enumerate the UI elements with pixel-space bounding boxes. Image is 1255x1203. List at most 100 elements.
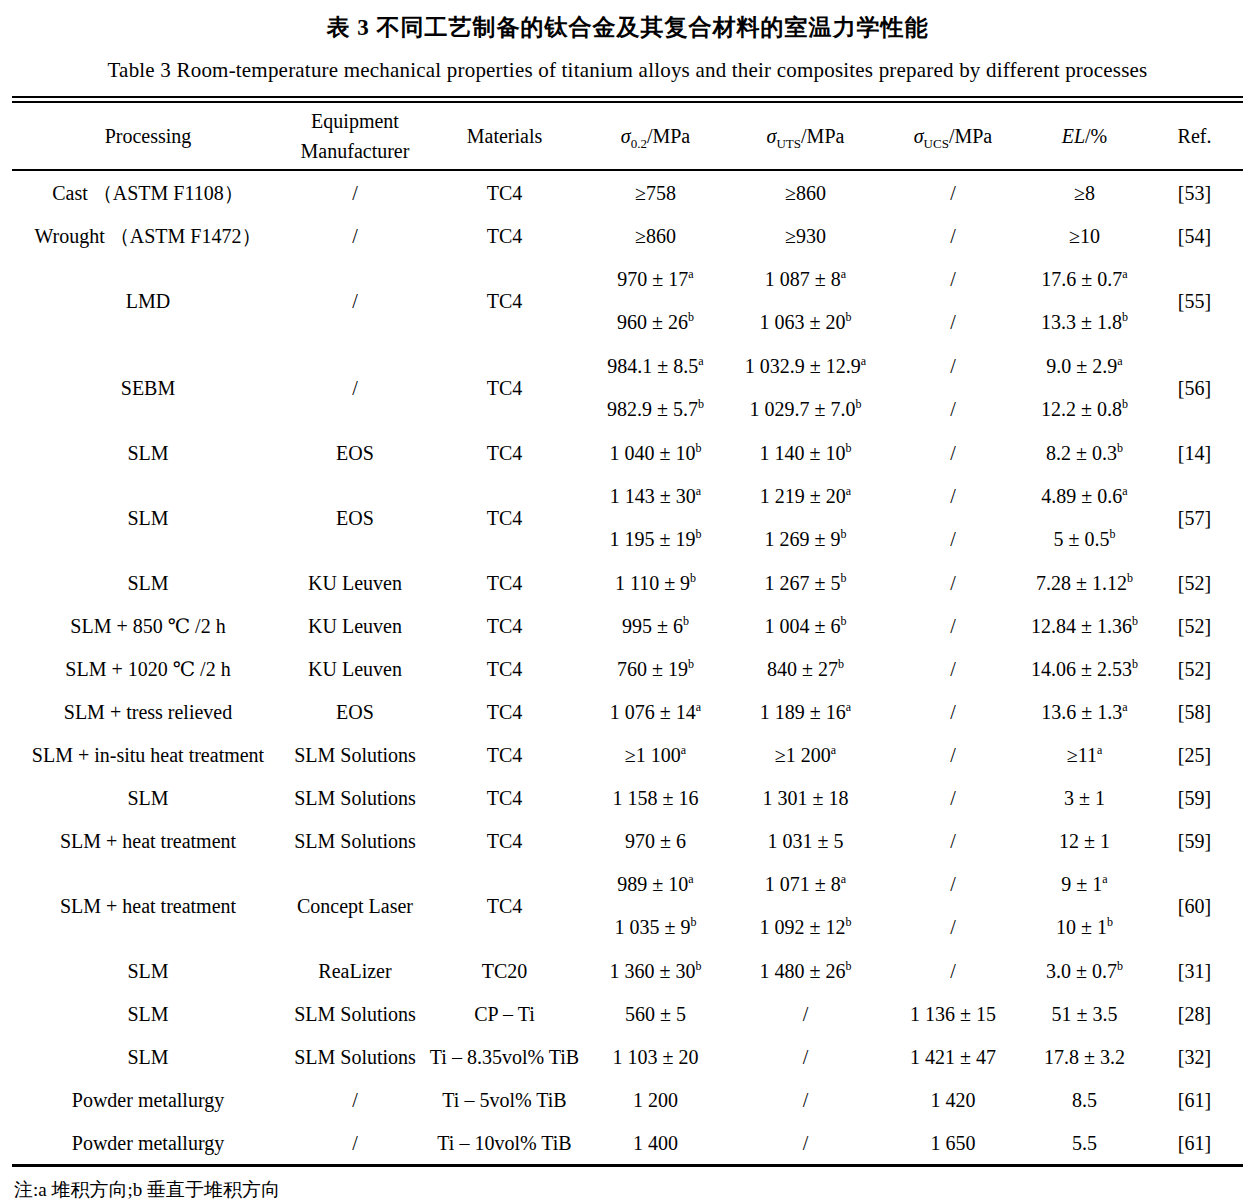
sigma-uts-cell: / — [728, 992, 883, 1035]
cell-value: [31] — [1146, 961, 1243, 981]
direction-superscript: b — [1109, 528, 1115, 542]
cell-value: TC4 — [426, 702, 583, 722]
sigma-uts-cell: 1 071 ± 8a1 092 ± 12b — [728, 862, 883, 949]
direction-superscript: b — [845, 311, 851, 325]
elongation-cell: 17.6 ± 0.7a13.3 ± 1.8b — [1023, 257, 1146, 344]
processing-cell: LMD — [12, 257, 284, 344]
cell-value: 760 ± 19b — [583, 659, 728, 679]
cell-value: TC4 — [426, 896, 583, 916]
cell-value: 12.84 ± 1.36b — [1023, 616, 1146, 636]
processing-cell: SLM — [12, 1035, 284, 1078]
table-row: Powder metallurgy/Ti – 10vol% TiB1 400/1… — [12, 1121, 1243, 1166]
cell-value: 840 ± 27b — [728, 659, 883, 679]
processing-cell: SLM — [12, 474, 284, 561]
cell-value: Powder metallurgy — [12, 1133, 284, 1153]
cell-value: 8.2 ± 0.3b — [1023, 443, 1146, 463]
col-header-materials: Materials — [426, 100, 583, 171]
elongation-symbol: EL — [1062, 125, 1085, 147]
manufacturer-cell: / — [284, 1078, 426, 1121]
sigma-ucs-cell: 1 650 — [883, 1121, 1023, 1166]
sigma-0-2-cell: 989 ± 10a1 035 ± 9b — [583, 862, 728, 949]
cell-value: KU Leuven — [284, 616, 426, 636]
cell-value: SLM Solutions — [284, 831, 426, 851]
cell-value: SLM + heat treatment — [12, 896, 284, 916]
sigma-0-2-cell: ≥758 — [583, 170, 728, 214]
cell-value: TC4 — [426, 788, 583, 808]
cell-value: [57] — [1146, 508, 1243, 528]
cell-value: 1 189 ± 16a — [728, 702, 883, 722]
ref-cell: [59] — [1146, 776, 1243, 819]
sigma-uts-unit: /MPa — [801, 125, 844, 147]
cell-value: 1 269 ± 9b — [728, 529, 883, 549]
cell-value: TC4 — [426, 573, 583, 593]
cell-value: 1 103 ± 20 — [583, 1047, 728, 1067]
cell-value: SEBM — [12, 378, 284, 398]
processing-cell: Cast （ASTM F1108） — [12, 170, 284, 214]
elongation-cell: 51 ± 3.5 — [1023, 992, 1146, 1035]
cell-value: 1 136 ± 15 — [883, 1004, 1023, 1024]
cell-value: SLM — [12, 961, 284, 981]
sigma-uts-cell: 1 004 ± 6b — [728, 604, 883, 647]
cell-value: ReaLizer — [284, 961, 426, 981]
cell-value: 9.0 ± 2.9a — [1023, 356, 1146, 376]
cell-value: TC4 — [426, 183, 583, 203]
direction-superscript: a — [688, 267, 693, 281]
processing-cell: SLM + heat treatment — [12, 819, 284, 862]
elongation-cell: ≥10 — [1023, 214, 1146, 257]
table-row: Powder metallurgy/Ti – 5vol% TiB1 200/1 … — [12, 1078, 1243, 1121]
cell-value: 1 143 ± 30a — [583, 486, 728, 506]
materials-cell: TC4 — [426, 733, 583, 776]
cell-value: / — [883, 269, 1023, 289]
table-row: SLMSLM SolutionsTi – 8.35vol% TiB1 103 ±… — [12, 1035, 1243, 1078]
cell-value: SLM — [12, 573, 284, 593]
cell-value: Powder metallurgy — [12, 1090, 284, 1110]
materials-cell: TC4 — [426, 690, 583, 733]
sigma-symbol: σ — [767, 125, 777, 147]
direction-superscript: b — [1132, 657, 1138, 671]
cell-value: SLM + 1020 ℃ /2 h — [12, 659, 284, 679]
materials-cell: TC4 — [426, 647, 583, 690]
cell-value: ≥758 — [583, 183, 728, 203]
cell-value: ≥930 — [728, 226, 883, 246]
cell-value: 970 ± 6 — [583, 831, 728, 851]
table-title-chinese: 表 3 不同工艺制备的钛合金及其复合材料的室温力学性能 — [12, 12, 1243, 43]
cell-value: [55] — [1146, 291, 1243, 311]
sigma-0-2-cell: 984.1 ± 8.5a982.9 ± 5.7b — [583, 344, 728, 431]
elongation-cell: 7.28 ± 1.12b — [1023, 561, 1146, 604]
cell-value: 10 ± 1b — [1023, 917, 1146, 937]
paper-table-figure: 表 3 不同工艺制备的钛合金及其复合材料的室温力学性能 Table 3 Room… — [0, 0, 1255, 1203]
cell-value: TC20 — [426, 961, 583, 981]
sigma-uts-cell: 1 087 ± 8a1 063 ± 20b — [728, 257, 883, 344]
cell-value: CP – Ti — [426, 1004, 583, 1024]
cell-value: LMD — [12, 291, 284, 311]
direction-superscript: a — [688, 872, 693, 886]
cell-value: KU Leuven — [284, 659, 426, 679]
sigma-0-2-cell: 1 110 ± 9b — [583, 561, 728, 604]
cell-value: SLM Solutions — [284, 1004, 426, 1024]
table-row: SLM + in-situ heat treatmentSLM Solution… — [12, 733, 1243, 776]
cell-value: / — [883, 917, 1023, 937]
cell-value: / — [728, 1004, 883, 1024]
cell-value: 1 140 ± 10b — [728, 443, 883, 463]
cell-value: 12.2 ± 0.8b — [1023, 399, 1146, 419]
direction-superscript: a — [846, 700, 851, 714]
cell-value: SLM — [12, 1047, 284, 1067]
cell-value: 1 032.9 ± 12.9a — [728, 356, 883, 376]
direction-superscript: a — [841, 267, 846, 281]
cell-value: [54] — [1146, 226, 1243, 246]
ref-cell: [61] — [1146, 1121, 1243, 1166]
cell-value: 1 031 ± 5 — [728, 831, 883, 851]
cell-value: [25] — [1146, 745, 1243, 765]
col-header-elongation: EL/% — [1023, 100, 1146, 171]
sigma-uts-cell: ≥930 — [728, 214, 883, 257]
cell-value: ≥10 — [1023, 226, 1146, 246]
cell-value: / — [883, 874, 1023, 894]
direction-superscript: b — [688, 311, 694, 325]
sigma-0-2-cell: 760 ± 19b — [583, 647, 728, 690]
cell-value: [52] — [1146, 616, 1243, 636]
ref-cell: [52] — [1146, 647, 1243, 690]
sigma-ucs-cell: // — [883, 862, 1023, 949]
manufacturer-cell: SLM Solutions — [284, 992, 426, 1035]
direction-superscript: a — [696, 484, 701, 498]
cell-value: [32] — [1146, 1047, 1243, 1067]
